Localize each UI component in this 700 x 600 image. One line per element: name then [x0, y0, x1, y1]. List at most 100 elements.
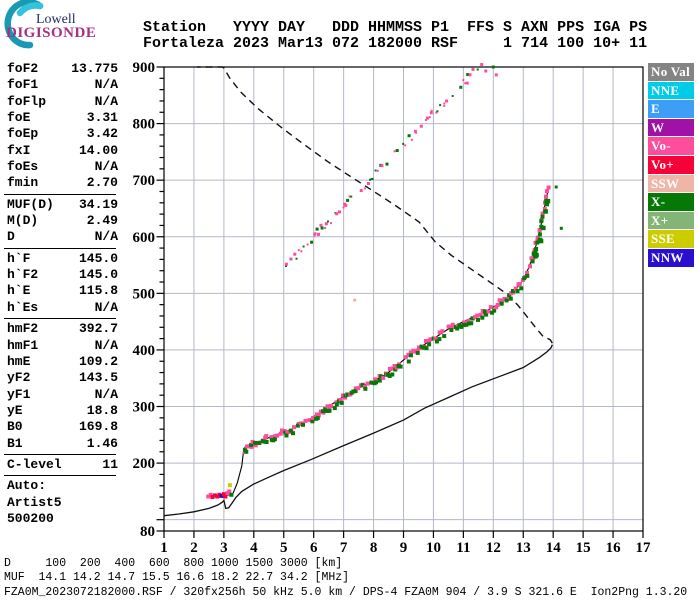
x-axis-label: 4: [250, 540, 258, 556]
param-value: 143.5: [78, 370, 118, 386]
panel-divider: [4, 247, 116, 249]
f-trace-dot: [499, 301, 504, 306]
param-label: yF2: [7, 370, 31, 386]
f-trace-dot: [321, 409, 326, 414]
f-trace-dot: [450, 322, 455, 327]
f-trace-dot: [544, 189, 549, 194]
x-axis-label: 16: [606, 540, 622, 556]
second-order-echo-dot: [324, 227, 327, 230]
second-order-echo-dot: [300, 250, 303, 253]
e-region-echo-dot: [210, 495, 215, 499]
second-order-echo-dot: [419, 124, 423, 128]
panel-footer-line: 500200: [7, 510, 54, 526]
legend-item-vo-: Vo-: [648, 137, 694, 155]
f-trace-dot: [492, 308, 497, 313]
x-axis-label: 13: [516, 540, 531, 556]
second-order-echo-dot: [436, 110, 439, 113]
stray-echo-dot: [559, 226, 563, 230]
second-order-echo-dot: [350, 195, 353, 198]
param-label: D: [7, 229, 15, 245]
e-region-echo-dot: [221, 492, 226, 497]
f-trace-dot: [530, 259, 535, 264]
f-trace-dot: [538, 238, 544, 244]
param-label: foE: [7, 110, 31, 126]
f-trace-dot: [509, 291, 514, 296]
f-trace-dot: [546, 185, 551, 190]
param-label: hmF1: [7, 337, 39, 353]
param-row: hmE 109.2: [7, 354, 118, 370]
second-order-echo-dot: [348, 195, 351, 198]
f-trace-dot: [353, 389, 358, 393]
echo-trace-line: [207, 186, 550, 498]
second-order-echo-dot: [302, 245, 305, 248]
f-trace-dot: [543, 209, 548, 214]
second-order-echo-dot: [295, 257, 298, 260]
f-trace-dot: [356, 386, 361, 391]
f-trace-dot: [510, 289, 515, 293]
param-value: 14.00: [78, 142, 118, 158]
f-trace-dot: [495, 303, 500, 307]
f-trace-dot: [360, 383, 365, 388]
f-trace-dot: [406, 352, 411, 357]
e-region-echo-dot: [215, 494, 220, 499]
second-order-echo-dot: [471, 67, 475, 71]
f-trace-dot: [351, 389, 356, 394]
f-trace-dot: [332, 406, 337, 411]
second-order-echo-dot: [327, 220, 329, 223]
second-order-echo-dot: [310, 240, 314, 244]
f-trace-dot: [545, 198, 551, 204]
param-value: 18.8: [86, 402, 118, 418]
x-axis-label: 5: [280, 540, 288, 556]
f-trace-dot: [345, 392, 350, 397]
f-trace-dot: [437, 330, 442, 335]
logo-text-digisonde: DIGISONDE: [6, 25, 97, 41]
second-order-echo-dot: [374, 169, 377, 172]
f-trace-dot: [413, 349, 417, 354]
file-info-line: FZA0M_2023072182000.RSF / 320fx256h 50 k…: [4, 586, 688, 599]
param-value: N/A: [94, 93, 118, 109]
second-order-echo-dot: [395, 149, 399, 152]
f-trace-dot: [466, 319, 471, 323]
f-trace-dot: [434, 339, 439, 344]
param-label: hmF2: [7, 321, 39, 337]
muf-row: MUF 14.1 14.2 14.7 15.5 16.6 18.2 22.7 3…: [4, 571, 350, 584]
param-label: MUF(D): [7, 196, 54, 212]
param-label: yE: [7, 402, 23, 418]
second-order-echo-dot: [289, 257, 293, 261]
f-trace-dot: [318, 409, 323, 414]
f-trace-dot: [433, 336, 438, 341]
f-trace-dot: [422, 345, 427, 350]
f-trace-dot: [437, 337, 442, 342]
panel-footer-line: Artist5: [7, 494, 62, 510]
e-region-echo-dot: [212, 493, 217, 498]
y-axis-label: 200: [133, 456, 156, 472]
param-value: 34.19: [78, 196, 118, 212]
param-label: h`F2: [7, 267, 39, 283]
f-trace-dot: [519, 286, 524, 291]
f-trace-dot: [295, 423, 300, 428]
param-value: N/A: [94, 77, 118, 93]
param-value: 1.46: [86, 435, 118, 451]
f-trace-dot: [536, 235, 540, 240]
f-trace-dot: [540, 211, 545, 216]
f-trace-dot: [284, 433, 289, 438]
second-order-echo-dot: [443, 104, 446, 107]
f-trace-dot: [378, 374, 383, 379]
param-value: 2.70: [86, 175, 118, 191]
param-row: M(D) 2.49: [7, 213, 118, 229]
second-order-echo-dot: [297, 249, 300, 252]
second-order-echo-dot: [393, 150, 396, 153]
param-value: 3.31: [86, 110, 118, 126]
y-axis-label: 900: [133, 60, 156, 76]
f-trace-dot: [249, 442, 254, 447]
second-order-echo-dot: [407, 134, 411, 138]
x-axis-label: 7: [340, 540, 348, 556]
f-trace-dot: [417, 345, 421, 350]
second-order-echo-dot: [284, 262, 288, 266]
f-trace-dot: [247, 444, 251, 449]
f-trace-dot: [253, 443, 258, 448]
param-label: yF1: [7, 386, 31, 402]
param-row: yF1 N/A: [7, 386, 118, 403]
panel-divider: [4, 318, 116, 320]
second-order-echo-dot: [338, 210, 341, 214]
